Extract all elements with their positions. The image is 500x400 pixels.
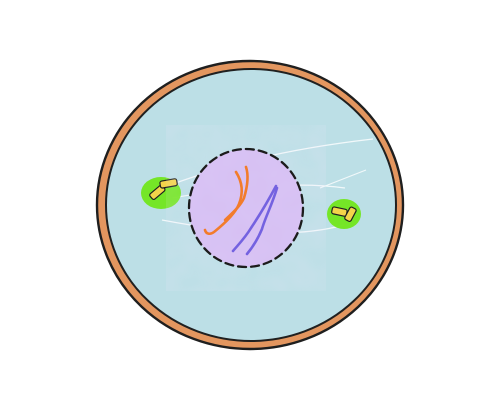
nucleus-outline: [187, 147, 305, 269]
right-centriole-pair: [331, 206, 357, 222]
left-centrosome: [141, 177, 181, 209]
chromosomes: [203, 165, 279, 256]
nucleus-fill: [189, 149, 303, 267]
purple-chromosome-2: [245, 186, 279, 256]
orange-chromosome-2: [223, 165, 249, 222]
nucleus-group: [187, 147, 305, 269]
purple-chromosome-1: [231, 184, 278, 253]
orange-chromosome-1: [203, 170, 243, 236]
right-centriole-2: [344, 206, 357, 222]
right-centrosome: [327, 199, 361, 229]
left-centriole-2: [159, 178, 178, 189]
left-centriole-pair: [149, 178, 178, 200]
